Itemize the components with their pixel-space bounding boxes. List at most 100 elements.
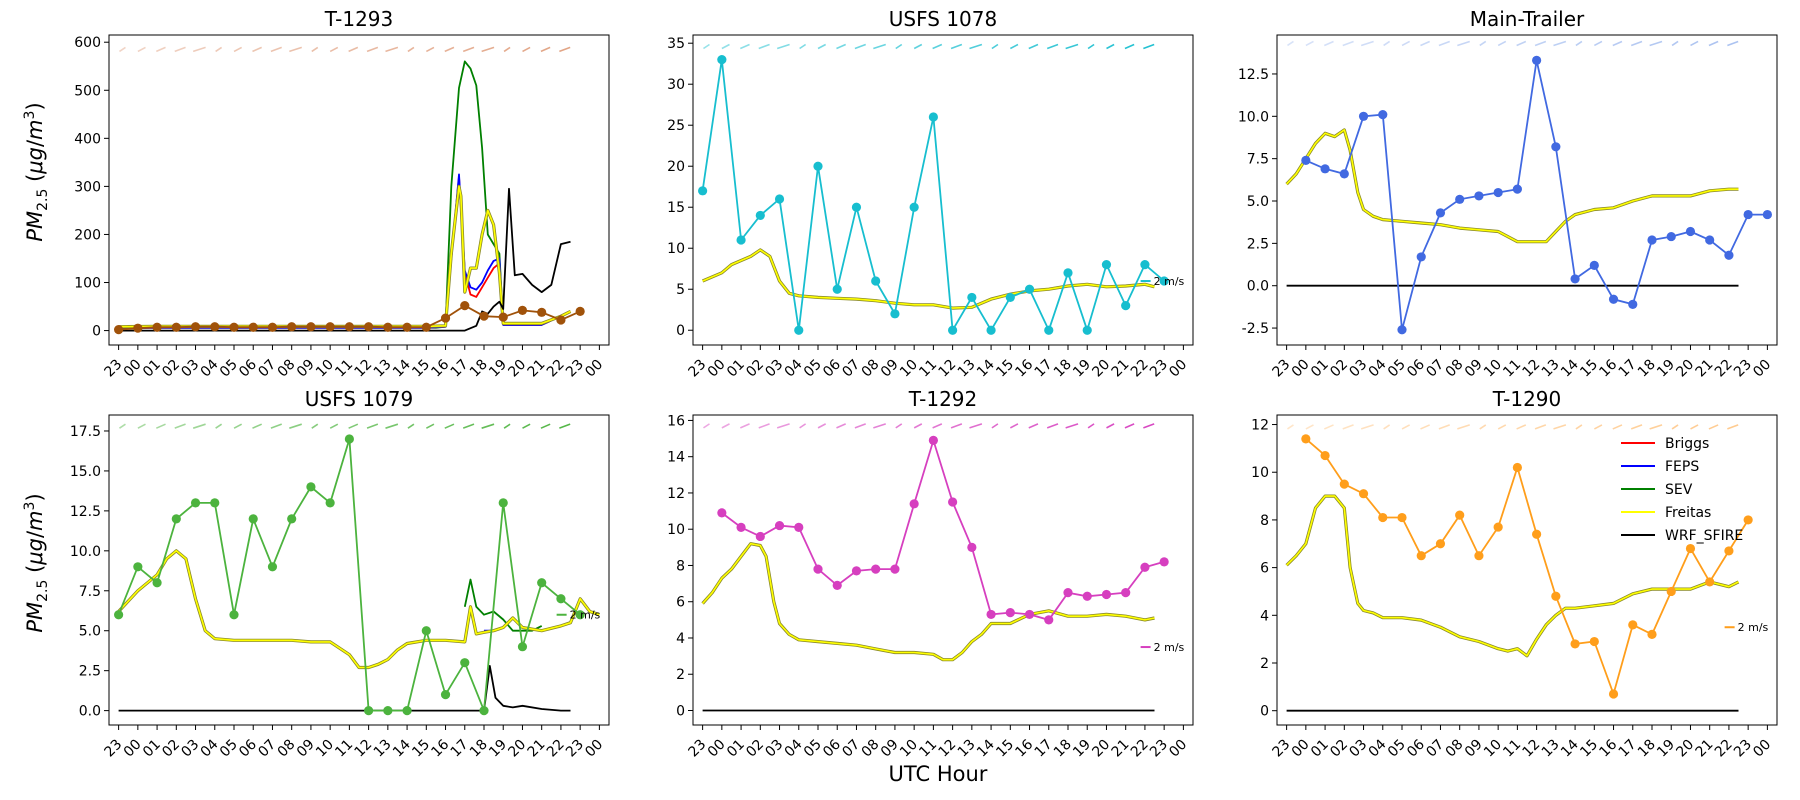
observed-point [325,498,335,508]
wind-barb [1342,424,1354,430]
panel-main-trailer: Main-Trailer-2.50.02.55.07.510.012.52300… [1238,7,1778,381]
wind-key-label: 2 m/s [1154,275,1185,288]
wind-barb [1106,423,1115,429]
observed-point [1647,235,1657,245]
wind-barb [740,423,750,429]
y-axis-label-row2: PM2.5 (μg/m3) [22,493,51,632]
wind-barb [703,423,710,429]
wind-barb [348,46,359,53]
observed-point [575,306,585,316]
observed-point [1570,639,1580,649]
observed-point [1724,546,1734,556]
observed-point [267,322,278,332]
observed-point [1589,636,1599,647]
observed-point [1435,539,1446,549]
observed-point [1512,462,1522,473]
wind-barb [503,46,511,53]
y-tick-label: 10 [667,241,685,257]
y-tick-label: 17.5 [70,424,101,440]
wind-barb [119,423,126,429]
observed-point [1628,299,1638,309]
observed-point [1397,512,1407,523]
wind-barb [1612,40,1623,47]
x-tick-label: 00 [1750,357,1774,381]
wind-barb [1106,43,1115,50]
wind-barb [1124,423,1135,429]
observed-point [498,498,508,508]
observed-point [698,186,708,196]
series-observed [701,59,1165,334]
wind-barb [950,423,963,429]
observed-point [948,497,958,507]
series-freitas [118,549,600,669]
observed-point [133,323,143,333]
observed-point [1378,110,1388,120]
y-tick-label: 12.5 [70,504,101,520]
wind-barb [174,423,186,429]
wind-barb [1479,424,1487,430]
observed-point [871,276,881,286]
observed-point [986,325,996,335]
wind-barb [1438,424,1450,430]
y-tick-label: 200 [74,227,101,243]
observed-point [1416,551,1426,561]
observed-point [1378,512,1388,523]
observed-point [1159,557,1169,567]
wind-barb [425,46,435,53]
observed-point [556,594,566,604]
y-tick-label: 25 [667,118,685,134]
wind-barb [1457,424,1470,430]
y-tick-label: 30 [667,77,685,93]
wind-barb [1324,40,1334,47]
observed-point [736,522,746,532]
wind-barb [540,46,551,53]
observed-point [537,307,547,317]
observed-point [1005,292,1015,303]
series-observed [1305,438,1749,697]
series-wrf-sfire [118,665,571,712]
wind-barb [1593,40,1603,47]
observed-point [517,642,528,652]
wind-barb [481,46,495,53]
x-tick-label: 00 [1166,737,1190,761]
wind-barb [215,423,223,429]
wind-barb [1630,40,1643,47]
observed-point [1608,689,1619,699]
observed-point [306,482,316,492]
wind-barb [1087,43,1095,50]
observed-point [832,580,842,591]
observed-point [851,202,862,212]
observed-point [383,706,393,716]
observed-point [460,300,470,311]
wind-barbs [703,43,1155,50]
wind-barb [1065,43,1079,50]
wind-barb [1046,43,1059,50]
wind-barb [462,423,475,429]
observed-point [967,542,977,552]
observed-point [575,610,585,620]
y-tick-label: 2 [1260,656,1269,672]
y-tick-label: 14 [667,450,685,466]
plot-area [1285,40,1772,335]
wind-barb [1479,40,1487,47]
observed-point [1159,276,1169,286]
observed-point [402,322,412,332]
wind-barb [1727,424,1739,430]
wind-barb [1324,424,1334,430]
wind-barbs [1287,40,1739,47]
x-tick-label: 00 [1750,737,1774,761]
series-freitas-outline [1285,128,1739,244]
wind-barb [873,43,886,50]
legend-label: WRF_SFIRE [1665,528,1743,544]
observed-point [1532,55,1542,66]
panel-title: USFS 1078 [889,7,997,31]
wind-barb [1612,424,1623,430]
y-tick-label: 0 [676,703,685,719]
wind-barb [1497,40,1507,47]
observed-point [421,626,431,636]
y-tick-label: 5.0 [79,624,101,640]
wind-barb [137,423,146,429]
wind-barb [289,46,302,53]
wind-barb [969,423,983,429]
